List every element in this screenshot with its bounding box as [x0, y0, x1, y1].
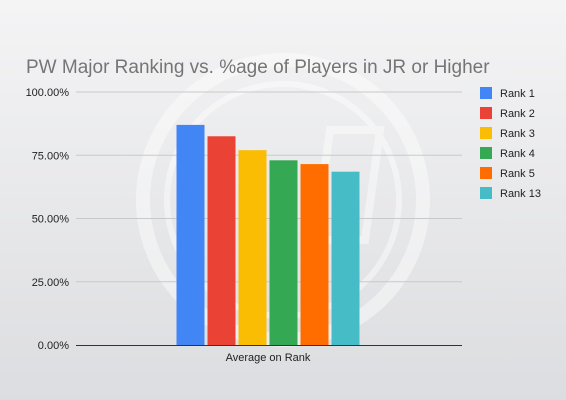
legend-swatch-rank-2 [480, 107, 492, 119]
legend-swatch-rank-5 [480, 167, 492, 179]
bar-rank-13 [331, 171, 360, 345]
legend-swatch-rank-4 [480, 147, 492, 159]
y-tick-label: 50.00% [32, 214, 70, 226]
bars [176, 124, 360, 345]
y-axis-ticks: 0.00% 25.00% 50.00% 75.00% 100.00% [26, 87, 70, 352]
legend-label: Rank 3 [500, 128, 535, 140]
bar-rank-2 [207, 136, 236, 345]
bar-rank-1 [176, 124, 205, 345]
y-tick-label: 100.00% [26, 87, 70, 99]
legend-swatch-rank-3 [480, 127, 492, 139]
legend-label: Rank 1 [500, 88, 535, 100]
y-tick-label: 0.00% [38, 340, 69, 352]
legend-label: Rank 13 [500, 188, 541, 200]
x-tick-label: Average on Rank [226, 352, 311, 364]
legend-label: Rank 4 [500, 148, 535, 160]
y-tick-label: 75.00% [32, 150, 70, 162]
bar-rank-5 [300, 164, 329, 345]
legend-swatch-rank-13 [480, 187, 492, 199]
y-tick-label: 25.00% [32, 277, 70, 289]
chart-title: PW Major Ranking vs. %age of Players in … [26, 57, 490, 78]
gridlines [76, 91, 462, 283]
legend-label: Rank 5 [500, 168, 535, 180]
legend-label: Rank 2 [500, 108, 535, 120]
legend: Rank 1 Rank 2 Rank 3 Rank 4 Rank 5 Rank 13 [480, 87, 541, 200]
bar-rank-4 [269, 160, 298, 345]
bar-rank-3 [238, 150, 267, 345]
legend-swatch-rank-1 [480, 87, 492, 99]
